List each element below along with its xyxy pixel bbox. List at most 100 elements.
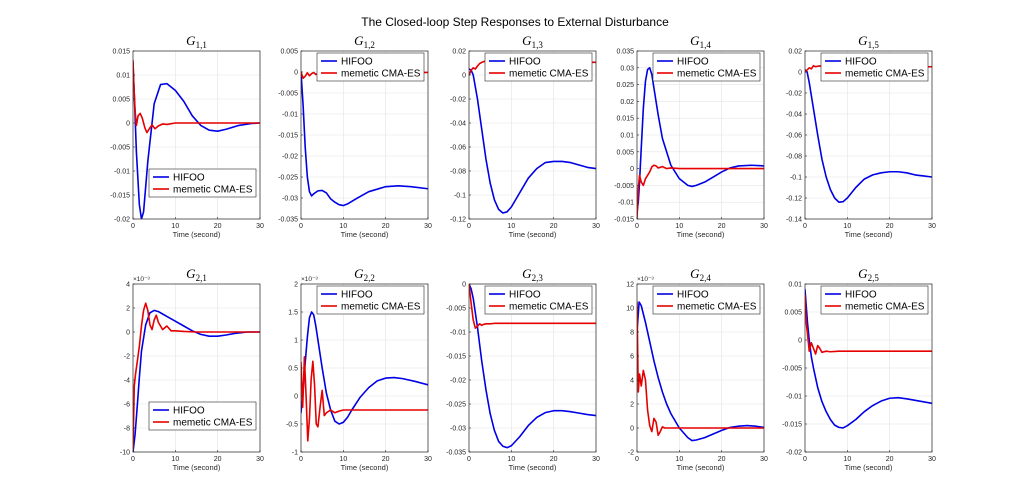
x-tick-label: 20 bbox=[886, 223, 894, 230]
y-tick-label: 1.5 bbox=[288, 310, 298, 317]
y-tick-label: -0.005 bbox=[446, 306, 466, 313]
x-tick-label: 30 bbox=[256, 456, 264, 463]
legend-box bbox=[484, 285, 593, 315]
x-tick-label: 30 bbox=[760, 456, 768, 463]
y-tick-label: -0.025 bbox=[278, 175, 298, 182]
legend-label: memetic CMA-ES bbox=[509, 302, 589, 313]
y-tick-label: 2 bbox=[126, 306, 130, 313]
y-tick-label: 0 bbox=[798, 338, 802, 345]
y-tick-label: -0.1 bbox=[790, 175, 802, 182]
legend-label: HIFOO bbox=[341, 57, 373, 68]
x-tick-label: 20 bbox=[550, 223, 558, 230]
y-tick-label: -0.02 bbox=[282, 154, 298, 161]
x-tick-label: 30 bbox=[256, 223, 264, 230]
y-tick-label: -0.005 bbox=[278, 91, 298, 98]
y-tick-label: -10 bbox=[120, 450, 130, 457]
series-line-hifoo bbox=[133, 62, 260, 219]
y-tick-label: 8 bbox=[630, 330, 634, 337]
y-tick-label: 0.035 bbox=[616, 49, 634, 56]
legend-label: memetic CMA-ES bbox=[341, 302, 421, 313]
legend-label: memetic CMA-ES bbox=[677, 302, 757, 313]
x-tick-label: 10 bbox=[675, 223, 683, 230]
subplot-title: G1,4 bbox=[690, 33, 711, 50]
y-tick-label: 0 bbox=[126, 330, 130, 337]
y-tick-label: 0 bbox=[630, 166, 634, 173]
y-tick-label: -0.015 bbox=[110, 193, 130, 200]
y-tick-label: -0.015 bbox=[782, 422, 802, 429]
y-tick-label: -0.06 bbox=[450, 145, 466, 152]
y-tick-label: -0.5 bbox=[286, 422, 298, 429]
x-tick-label: 30 bbox=[760, 223, 768, 230]
legend-box bbox=[820, 285, 929, 315]
y-tick-label: 0.02 bbox=[788, 49, 802, 56]
legend-label: memetic CMA-ES bbox=[845, 69, 925, 80]
y-tick-label: 4 bbox=[126, 282, 130, 289]
subplot-title: G2,4 bbox=[690, 266, 711, 283]
y-tick-label: 0.005 bbox=[280, 49, 298, 56]
y-tick-label: -0.01 bbox=[786, 394, 802, 401]
y-tick-label: -0.02 bbox=[114, 217, 130, 224]
legend-label: HIFOO bbox=[341, 290, 373, 301]
subplot-G22: 0 10 20 30 -1 -0.5 0 0.5 1 1.5 2×10⁻³ Time (second)… bbox=[286, 266, 432, 472]
y-exponent-label: ×10⁻³ bbox=[637, 276, 654, 283]
subplot-title: G1,1 bbox=[186, 33, 207, 50]
y-tick-label: 0.5 bbox=[288, 366, 298, 373]
y-tick-label: -0.035 bbox=[446, 450, 466, 457]
x-tick-label: 20 bbox=[718, 223, 726, 230]
series-line-hifoo bbox=[133, 309, 260, 452]
y-tick-label: -2 bbox=[628, 450, 634, 457]
series-line-hifoo bbox=[805, 288, 932, 429]
x-tick-label: 30 bbox=[592, 223, 600, 230]
x-tick-label: 20 bbox=[214, 223, 222, 230]
series-line-memetic-cma-es bbox=[637, 164, 764, 219]
y-tick-label: 12 bbox=[626, 282, 634, 289]
x-tick-label: 10 bbox=[507, 456, 515, 463]
y-tick-label: -0.005 bbox=[110, 145, 130, 152]
x-axis-label: Time (second) bbox=[341, 230, 389, 239]
x-tick-label: 0 bbox=[131, 223, 135, 230]
x-tick-label: 30 bbox=[424, 223, 432, 230]
subplot-G21: 0 10 20 30 -10 -8 -6 -4 -2 0 2 4×10⁻³ Time (second) G… bbox=[120, 266, 264, 472]
y-tick-label: -1 bbox=[292, 450, 298, 457]
axes-box bbox=[468, 50, 597, 220]
x-tick-label: 10 bbox=[171, 456, 179, 463]
x-tick-label: 0 bbox=[299, 456, 303, 463]
subplot-G15: 0 10 20 30 -0.14 -0.12 -0.1 -0.08 -0.06 -0.04 -0.0… bbox=[786, 33, 936, 239]
x-axis-label: Time (second) bbox=[173, 463, 221, 472]
subplot-title: G2,1 bbox=[186, 266, 207, 283]
axes-box bbox=[132, 283, 261, 453]
x-tick-label: 20 bbox=[214, 456, 222, 463]
x-tick-label: 20 bbox=[550, 456, 558, 463]
legend-box bbox=[148, 401, 257, 431]
legend-box bbox=[148, 168, 257, 198]
legend-label: HIFOO bbox=[845, 57, 877, 68]
x-tick-label: 0 bbox=[803, 456, 807, 463]
series-line-memetic-cma-es bbox=[637, 301, 764, 437]
x-axis-label: Time (second) bbox=[509, 230, 557, 239]
x-tick-label: 10 bbox=[843, 223, 851, 230]
y-tick-label: -0.14 bbox=[786, 217, 802, 224]
y-tick-label: 0.01 bbox=[788, 282, 802, 289]
x-axis-label: Time (second) bbox=[845, 463, 893, 472]
y-tick-label: 0.02 bbox=[452, 49, 466, 56]
x-tick-label: 30 bbox=[928, 456, 936, 463]
y-tick-label: 0.015 bbox=[616, 116, 634, 123]
y-tick-label: -0.12 bbox=[786, 196, 802, 203]
y-tick-label: -0.02 bbox=[450, 97, 466, 104]
legend-label: HIFOO bbox=[677, 57, 709, 68]
y-tick-label: -0.12 bbox=[450, 217, 466, 224]
y-tick-label: -0.06 bbox=[786, 133, 802, 140]
y-tick-label: -0.04 bbox=[786, 112, 802, 119]
x-axis-label: Time (second) bbox=[509, 463, 557, 472]
y-tick-label: 10 bbox=[626, 306, 634, 313]
subplot-G12: 0 10 20 30 -0.035 -0.03 -0.025 -0.02 -0.015 -0.01… bbox=[278, 33, 432, 239]
legend-box bbox=[484, 52, 593, 82]
subplot-title: G2,5 bbox=[858, 266, 879, 283]
